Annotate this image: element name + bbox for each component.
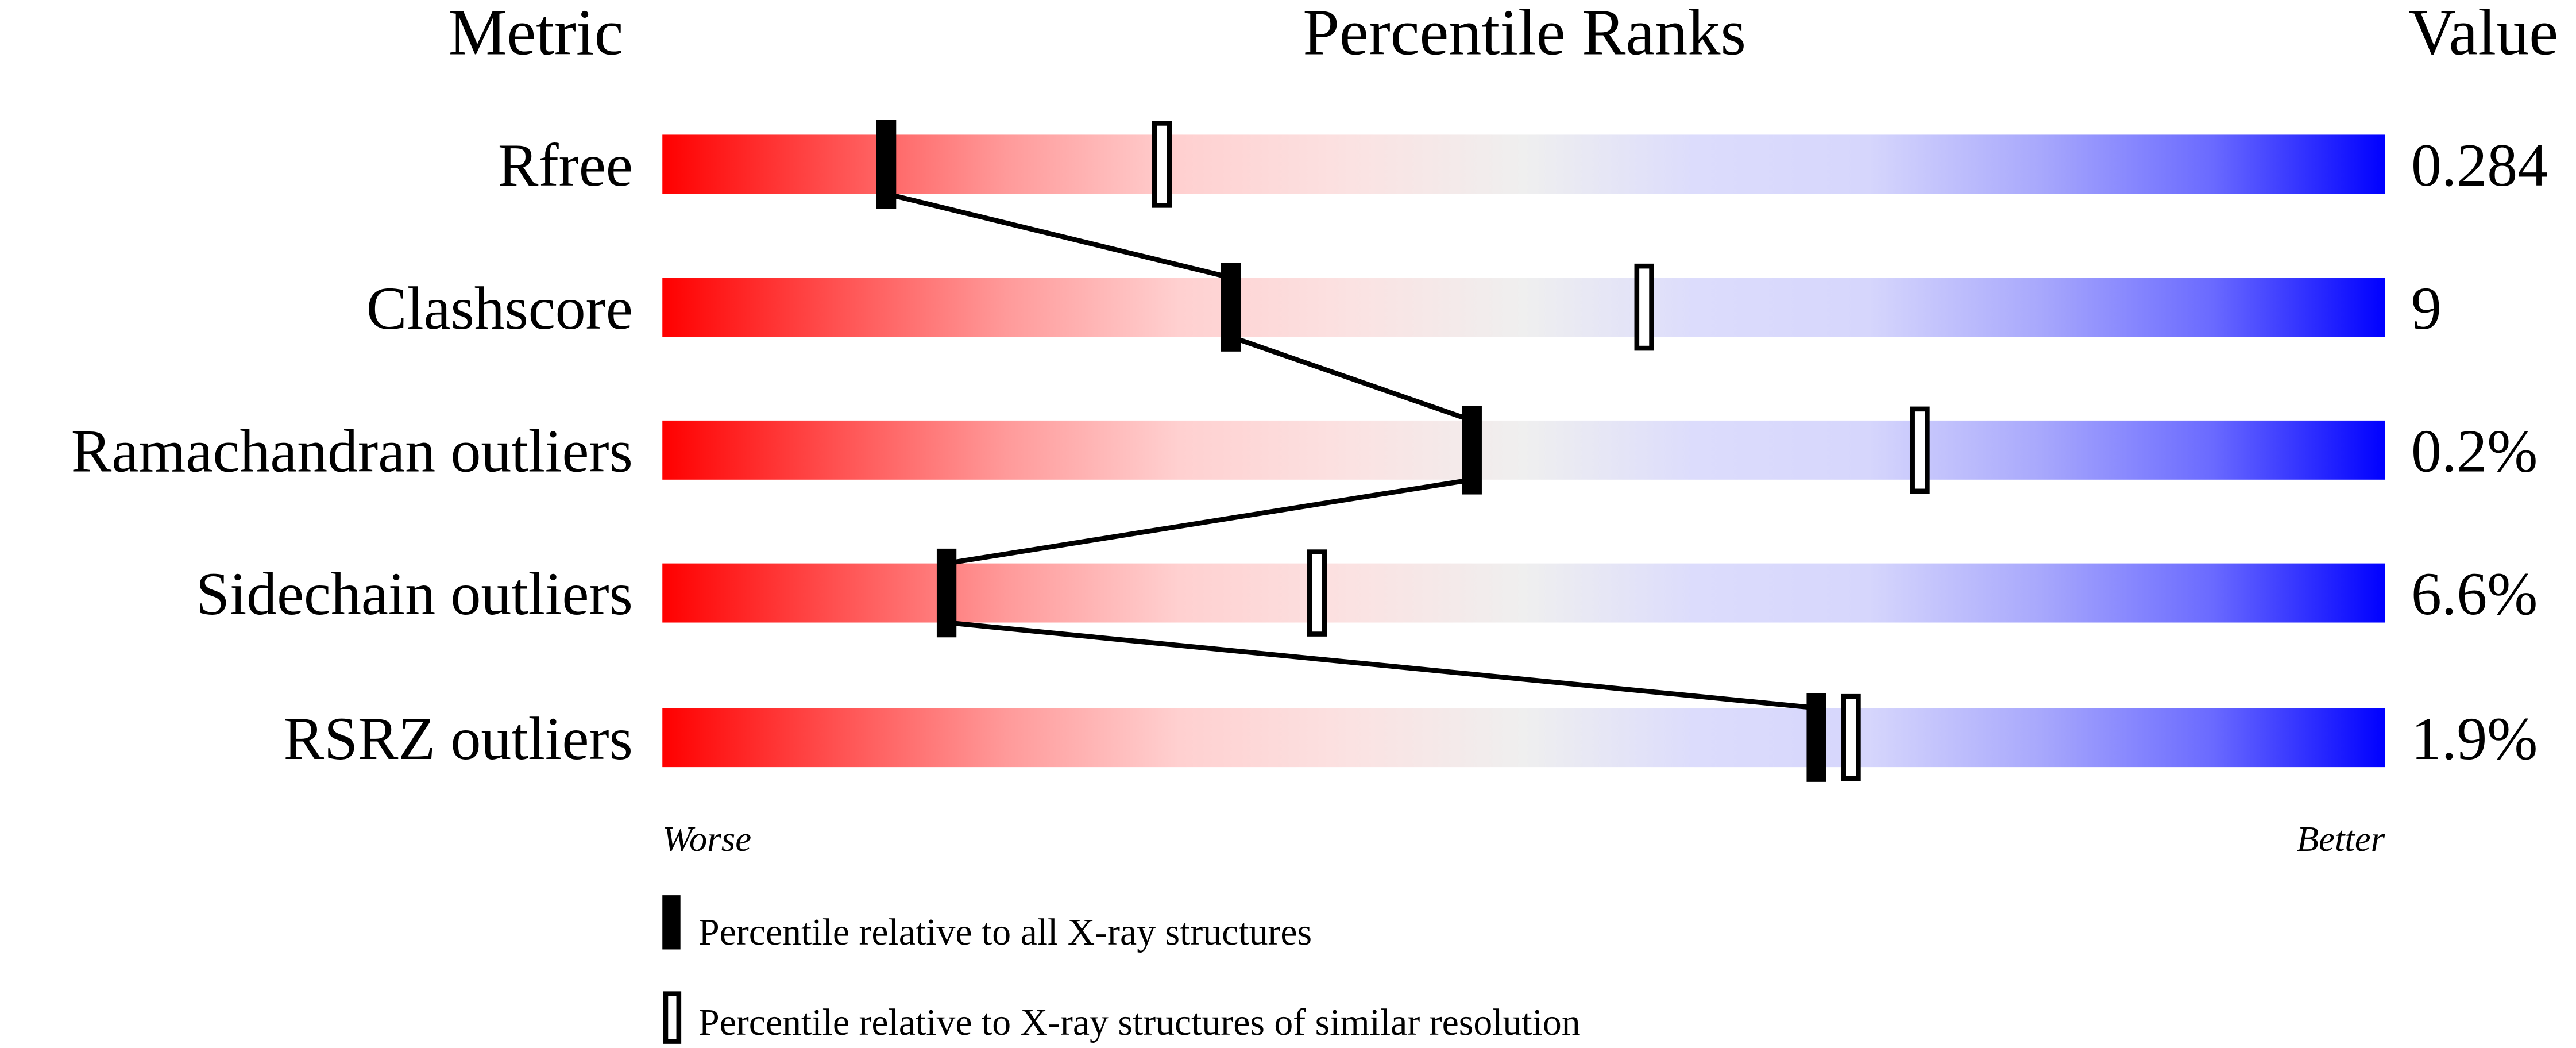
percentile-bar [662,278,2385,337]
all-structures-marker [1221,263,1241,352]
metric-label: Clashscore [366,275,633,342]
legend-similar-label: Percentile relative to X-ray structures … [698,1001,1581,1043]
all-structures-marker [1806,693,1826,782]
similar-resolution-marker [1307,549,1327,637]
similar-resolution-marker [1841,693,1861,781]
header-percentile-ranks: Percentile Ranks [1303,0,1746,68]
legend-open-marker-icon [663,991,682,1044]
metric-label: Sidechain outliers [196,560,633,627]
metric-label: Rfree [498,132,633,199]
similar-resolution-marker [1910,406,1930,494]
percentile-bar [662,134,2385,194]
similar-resolution-marker [1634,263,1654,351]
connector-line [946,620,1817,711]
metric-value: 1.9% [2411,705,2538,772]
connector-line [886,191,1231,280]
percentile-bar [662,708,2385,768]
all-structures-marker [1462,406,1482,495]
header-metric: Metric [449,0,624,68]
percentile-bar [662,563,2385,623]
metric-value: 0.284 [2411,132,2548,199]
axis-worse-label: Worse [662,819,751,859]
similar-resolution-marker [1152,121,1172,208]
connector-line [946,477,1473,566]
connector-line [1230,334,1473,423]
axis-better-label: Better [2297,819,2385,859]
all-structures-marker [876,120,897,209]
percentile-bar [662,420,2385,480]
header-value: Value [2409,0,2558,68]
metric-label: RSRZ outliers [284,705,633,772]
metric-value: 9 [2411,275,2442,342]
legend-filled-marker-icon [662,895,681,950]
legend-all-label: Percentile relative to all X-ray structu… [698,911,1312,953]
metric-label: Ramachandran outliers [71,418,633,485]
metric-value: 6.6% [2411,560,2538,627]
all-structures-marker [936,548,957,638]
metric-value: 0.2% [2411,418,2538,485]
